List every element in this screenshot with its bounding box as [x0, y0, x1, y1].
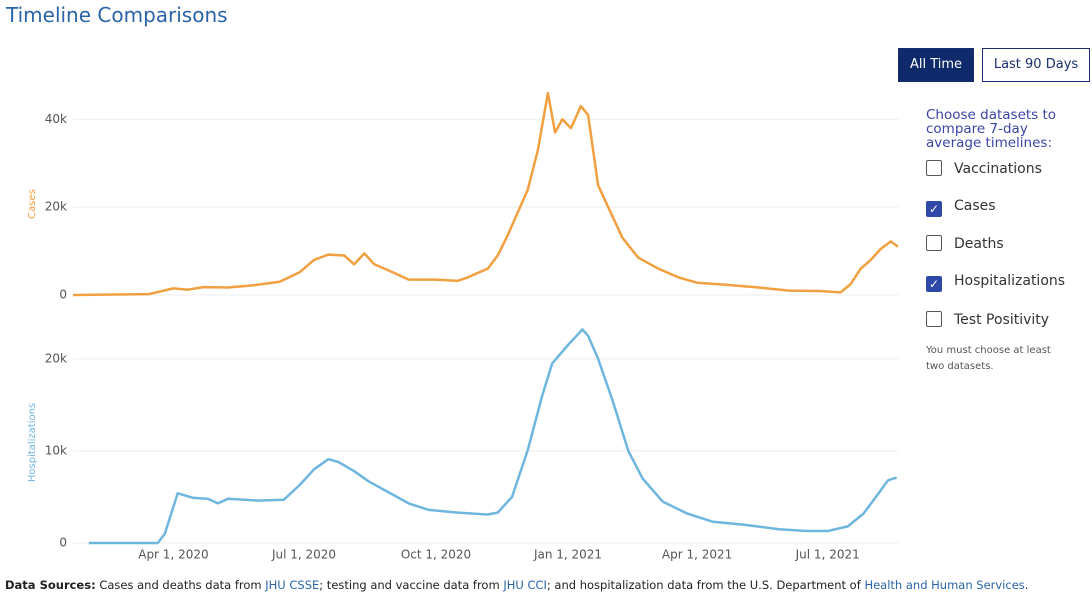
option-label: Cases [954, 197, 996, 214]
x-tick-label: Jul 1, 2020 [271, 548, 336, 562]
page-title: Timeline Comparisons [6, 3, 228, 27]
option-label: Vaccinations [954, 161, 1042, 177]
option-label: Hospitalizations [954, 273, 1066, 290]
y-tick-label: 0 [59, 536, 67, 550]
time-range-button[interactable]: Last 90 Days [982, 48, 1090, 82]
dataset-option[interactable]: Test Positivity [926, 310, 1050, 328]
y-tick-label: 0 [59, 288, 67, 302]
panel-prompt: Choose datasets to compare 7-day average… [926, 107, 1057, 151]
y-axis-title: Hospitalizations [27, 403, 38, 482]
footer-link[interactable]: Health and Human Services [864, 578, 1025, 592]
footer: Data Sources: Cases and deaths data from… [5, 578, 1028, 592]
data-line [88, 328, 897, 545]
data-line [72, 91, 899, 297]
checkbox[interactable] [926, 160, 942, 176]
x-tick-label: Jan 1, 2021 [533, 548, 602, 562]
checkbox[interactable]: ✓ [926, 200, 942, 217]
dataset-option[interactable]: ✓ Cases [926, 198, 996, 217]
footer-text: ; testing and vaccine data from [319, 578, 504, 592]
footer-link[interactable]: JHU CCI [503, 578, 547, 592]
y-axis-title: Cases [27, 189, 38, 219]
footer-link[interactable]: JHU CSSE [265, 578, 320, 592]
y-tick-label: 40k [45, 112, 67, 126]
x-tick-label: Jul 1, 2021 [795, 548, 860, 562]
footer-label: Data Sources: [5, 578, 96, 592]
checkbox[interactable] [926, 310, 942, 327]
y-tick-label: 20k [45, 351, 67, 365]
checkbox[interactable] [926, 235, 942, 252]
x-tick-label: Oct 1, 2020 [401, 548, 471, 562]
footer-text: Cases and deaths data from [95, 578, 266, 592]
chart: 0 20k 40k Cases 0 10k 20k Apr 1, 2020 Jul 1, 202… [27, 91, 899, 562]
panel-note: You must choose at least two datasets. [926, 345, 1051, 372]
dataset-option[interactable]: ✓ Hospitalizations [926, 273, 1066, 293]
footer-text: . [1024, 578, 1029, 592]
dataset-option[interactable]: Deaths [926, 235, 1004, 252]
option-label: Test Positivity [954, 311, 1050, 328]
time-range-button[interactable]: All Time [898, 48, 974, 82]
dataset-option[interactable]: Vaccinations [926, 160, 1042, 177]
checkbox[interactable]: ✓ [926, 276, 942, 293]
x-tick-label: Apr 1, 2021 [662, 548, 732, 562]
x-tick-label: Apr 1, 2020 [138, 548, 208, 562]
y-tick-label: 10k [45, 443, 67, 457]
footer-text: ; and hospitalization data from the U.S.… [546, 578, 865, 592]
y-tick-label: 20k [45, 200, 67, 214]
option-label: Deaths [954, 236, 1004, 253]
